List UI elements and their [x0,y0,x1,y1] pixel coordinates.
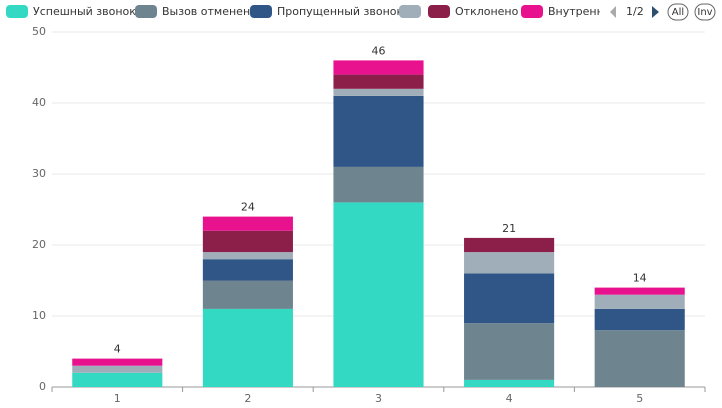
bar-segment [464,273,555,324]
bar-segment [594,287,685,295]
bar-segment [202,280,293,309]
bar-segment [333,95,424,167]
bar-segment [333,60,424,75]
legend-page: 1/2 [626,5,644,18]
bar-segment [202,308,293,387]
y-tick-label: 0 [39,380,46,393]
y-tick-label: 40 [32,96,46,109]
bar-segment [464,379,555,387]
x-tick-label: 1 [114,392,121,405]
legend-swatch[interactable] [521,5,543,18]
legend-label[interactable]: Отклонено [455,5,519,18]
bar-segment [594,308,685,331]
bar-segment [72,358,163,366]
bar-segment [72,372,163,387]
bar-segment [333,88,424,96]
bar-segment [202,230,293,253]
total-label: 46 [372,44,386,57]
x-tick-label: 2 [244,392,251,405]
y-tick-label: 30 [32,167,46,180]
legend-swatch[interactable] [250,5,272,18]
legend-swatch[interactable] [135,5,157,18]
bar-segment [202,252,293,260]
legend-label[interactable]: Внутренн [548,5,604,18]
x-tick-label: 4 [506,392,513,405]
total-label: 21 [502,222,516,235]
bar-segment [72,365,163,373]
y-tick-label: 50 [32,25,46,38]
bar-segment [464,323,555,380]
bar-segment [464,252,555,274]
x-tick-label: 3 [375,392,382,405]
legend-next[interactable] [652,6,659,18]
y-tick-label: 10 [32,309,46,322]
legend-button[interactable] [667,3,689,21]
legend-label[interactable]: Успешный звонок [33,5,136,18]
legend-button-label[interactable]: All [672,7,684,18]
bar-segment [333,74,424,89]
bar-segment [594,294,685,309]
legend-swatch[interactable] [428,5,450,18]
bar-segment [333,166,424,203]
bar-segment [594,330,685,387]
bar-segment [333,202,424,387]
legend-label[interactable]: Пропущенный звонок [277,5,404,18]
legend-prev[interactable] [610,6,616,18]
legend-button-label[interactable]: Inv [697,7,712,18]
x-tick-label: 5 [636,392,643,405]
bar-segment [202,216,293,231]
total-label: 14 [633,272,647,285]
legend-swatch[interactable] [399,5,421,18]
total-label: 24 [241,201,255,214]
bar-segment [464,237,555,253]
bar-segment [202,259,293,281]
y-tick-label: 20 [32,238,46,251]
legend-label[interactable]: Вызов отменен [162,5,250,18]
legend-swatch[interactable] [6,5,28,18]
legend-button[interactable] [694,3,716,21]
total-label: 4 [114,343,121,356]
